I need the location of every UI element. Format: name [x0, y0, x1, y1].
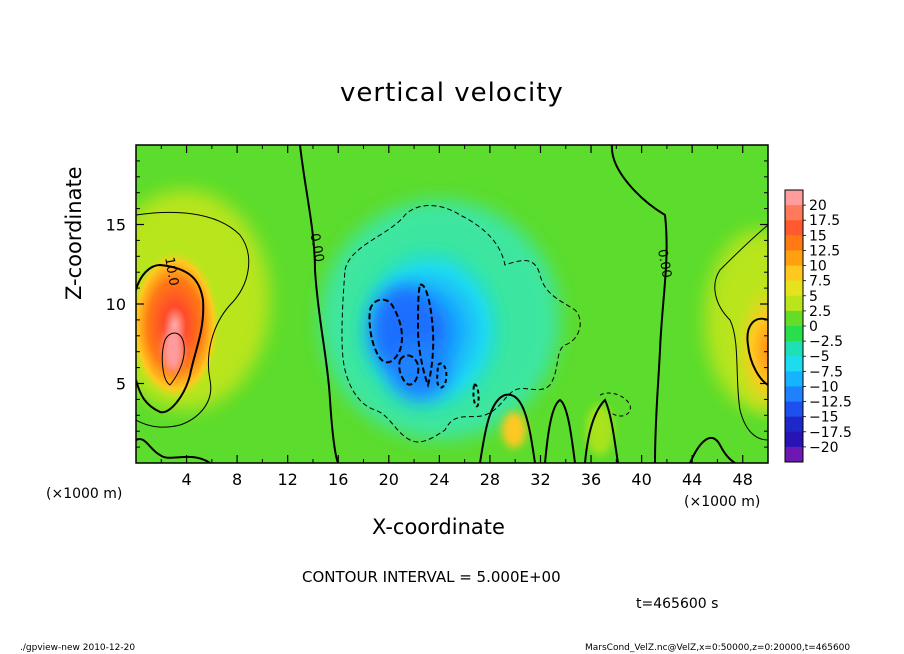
colorbar-swatch [785, 310, 803, 327]
colorbar-swatch [785, 356, 803, 372]
colorbar-label: −15 [809, 410, 839, 426]
zero-contour-right [610, 145, 668, 463]
colorbar-label: 0 [809, 319, 818, 335]
colorbar-label: −17.5 [809, 425, 852, 441]
chart-title: vertical velocity [340, 78, 564, 108]
x-unit-label-left: (×1000 m) [46, 486, 123, 502]
colorbar-swatch [785, 326, 803, 342]
x-tick-label: 48 [733, 470, 753, 489]
colorbar-swatch [785, 295, 803, 312]
footer-left: ./gpview-new 2010-12-20 [20, 643, 136, 653]
colorbar-swatch [785, 250, 803, 267]
colorbar-label: 12.5 [809, 243, 840, 259]
colorbar-label: −5 [809, 349, 830, 365]
colorbar-swatch [785, 220, 803, 236]
colorbar-label: −12.5 [809, 395, 852, 411]
y-tick-label: 10 [106, 295, 126, 314]
colorbar-label: 20 [809, 198, 827, 214]
contour-label: 0.00 [307, 232, 327, 263]
colorbar-label: 2.5 [809, 304, 831, 320]
y-axis-label: Z-coordinate [62, 166, 86, 300]
x-tick-label: 24 [429, 470, 449, 489]
time-text: t=465600 s [636, 596, 719, 612]
contour-labels: 10.0 0.00 0.00 [161, 232, 674, 287]
colorbar-swatch [785, 265, 803, 282]
colorbar-swatch [785, 446, 803, 463]
x-unit-label-right: (×1000 m) [684, 494, 761, 510]
zero-contour-left [299, 145, 339, 463]
negative-contours [341, 205, 631, 443]
contour-lines [136, 145, 768, 463]
footer-right: MarsCond_VelZ.nc@VelZ,x=0:50000,z=0:2000… [585, 643, 851, 653]
y-tick-label: 15 [106, 216, 126, 235]
x-axis-label: X-coordinate [372, 515, 505, 539]
colorbar-swatch [785, 401, 803, 418]
colorbar-label: −20 [809, 440, 839, 456]
colorbar-label: −7.5 [809, 364, 843, 380]
colorbar-label: 15 [809, 228, 827, 244]
contour-10-left [136, 263, 205, 414]
x-tick-label: 12 [278, 470, 298, 489]
colorbar-label: 7.5 [809, 274, 831, 290]
colorbar: 2017.51512.5107.552.50−2.5−5−7.5−10−12.5… [784, 189, 852, 463]
colorbar-label: 17.5 [809, 213, 840, 229]
colorbar-swatch [785, 416, 803, 433]
contour-interval-text: CONTOUR INTERVAL = 5.000E+00 [302, 568, 561, 586]
colorbar-swatch [785, 431, 803, 448]
x-tick-label: 36 [581, 470, 601, 489]
x-tick-label: 4 [181, 470, 191, 489]
colorbar-swatch [785, 386, 803, 403]
contour-label: 10.0 [161, 256, 181, 287]
colorbar-label: 5 [809, 289, 818, 305]
colorbar-swatch [785, 280, 803, 297]
y-tick-label: 5 [116, 375, 126, 394]
x-tick-label: 28 [480, 470, 500, 489]
x-tick-label: 40 [631, 470, 651, 489]
heatmap-field [136, 145, 768, 463]
colorbar-swatch [785, 205, 803, 221]
x-axis-ticks: 4 8 12 16 20 24 28 32 36 40 44 48 [135, 145, 769, 489]
x-tick-label: 32 [530, 470, 550, 489]
x-tick-label: 16 [328, 470, 348, 489]
colorbar-label: −10 [809, 379, 839, 395]
colorbar-swatch [785, 235, 803, 251]
y-axis-ticks: 5 10 15 [106, 160, 768, 448]
colorbar-swatch [785, 190, 803, 206]
colorbar-label: −2.5 [809, 334, 843, 350]
x-tick-label: 20 [379, 470, 399, 489]
contour-label: 0.00 [654, 248, 674, 279]
x-tick-label: 8 [232, 470, 242, 489]
colorbar-label: 10 [809, 259, 827, 275]
colorbar-swatch [785, 371, 803, 387]
x-tick-label: 44 [682, 470, 702, 489]
colorbar-swatch [785, 341, 803, 357]
